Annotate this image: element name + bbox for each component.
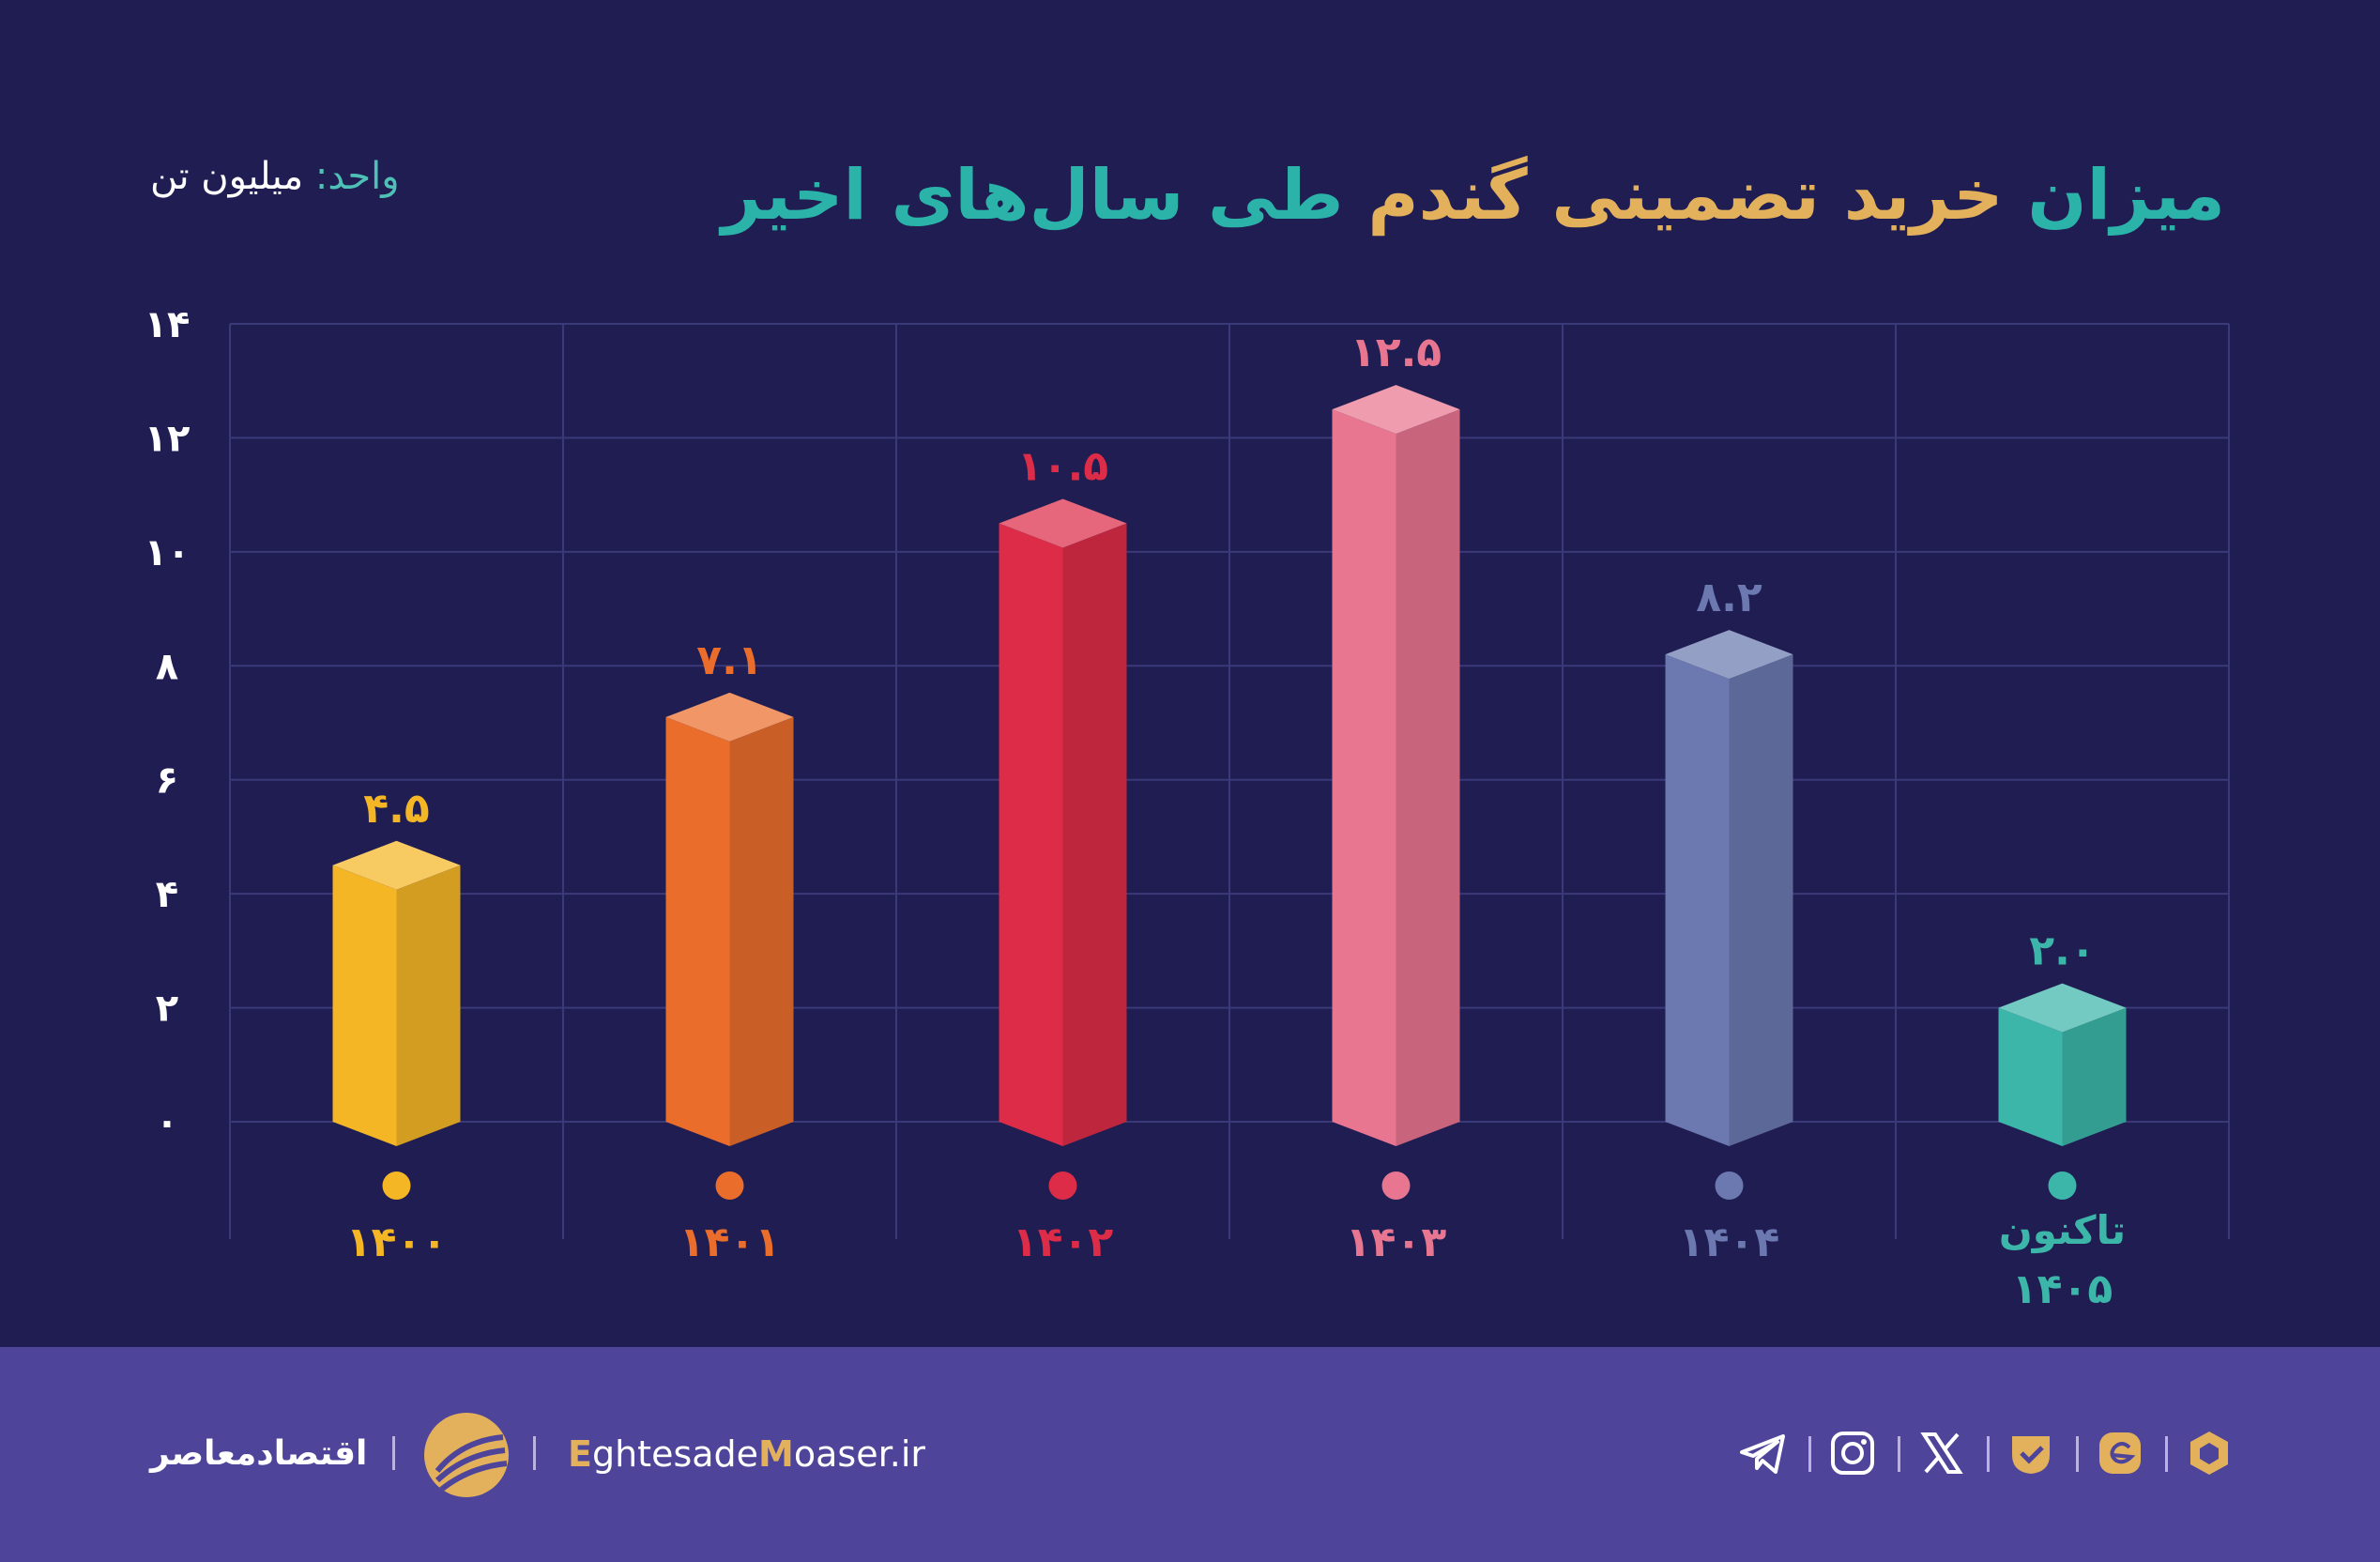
value-label: ۱۲.۵ [1350,329,1442,376]
divider [1808,1436,1811,1472]
bar-front [1998,1007,2063,1146]
y-tick-label: ۲ [156,988,178,1031]
x-tick-label: ۱۴۰۰ [346,1218,447,1266]
y-tick-label: ۰ [156,1101,178,1144]
eitaa-icon[interactable] [2094,1427,2146,1479]
x-tick-label: ۱۴۰۲ [1013,1218,1114,1266]
site-text-2: oaser [793,1433,890,1475]
y-tick-label: ۱۲ [145,417,191,460]
y-tick-label: ۶ [156,759,178,803]
bar [1332,385,1460,1147]
bar [332,840,461,1146]
bar-side [1396,409,1460,1147]
site-tld: .ir [889,1433,925,1475]
category-marker [2048,1172,2077,1200]
value-label: ۲.۰ [2029,927,2095,975]
site-text-1: ghtesade [591,1433,759,1475]
y-tick-label: ۴ [156,873,178,916]
unit-caption: واحد: [314,155,400,198]
bar-side [396,865,461,1146]
y-tick-label: ۸ [156,645,178,688]
bar-front [665,716,730,1146]
y-tick-label: ۱۰ [145,531,191,574]
category-marker [715,1172,744,1200]
bar-top [1998,983,2127,1033]
bar-side [1062,523,1127,1146]
bar [999,498,1127,1146]
category-prefix-label: تاکنون [1999,1207,2126,1254]
unit-value: میلیون تن [150,155,304,198]
x-tick-label: ۱۴۰۴ [1679,1218,1779,1266]
x-tick-label: ۱۴۰۱ [679,1218,780,1266]
brand-logo [424,1413,509,1497]
value-label: ۷.۱ [696,636,762,684]
bar-front [1665,654,1730,1146]
title-part-3: طی سال‌های اخیر [721,155,1344,236]
divider [533,1436,536,1470]
bale-icon[interactable] [2005,1427,2057,1479]
category-marker [382,1172,411,1200]
brand-name: اقتصادمعاصر [150,1434,368,1473]
footer-bar [0,1347,2380,1562]
divider [392,1436,395,1470]
x-tick-label: ۱۴۰۳ [1346,1218,1447,1266]
bar-side [2062,1007,2127,1146]
title-part-2: خرید تضمینی گندم [1367,155,2004,236]
value-label: ۱۰.۵ [1017,443,1108,491]
bar-top [665,692,794,742]
bar-chart: ۰ ۲ ۴ ۶ ۸ ۱۰ ۱۲ ۱۴ ۴.۵ ۱۴۰۰ ۷.۱ ۱۴۰۱ ۱۰.۵ ۱۴۰۲ ۱۲.۵ ۱۴۰… [145,303,2230,1313]
title-part-1: میزان [2027,155,2225,236]
site-letter-m: M [758,1433,794,1475]
divider [1898,1436,1900,1472]
unit-label: واحد: میلیون تن [150,155,400,198]
website-link[interactable]: EghtesadeMoaser.ir [568,1433,925,1475]
bar-front [999,523,1063,1146]
bar-top [1665,630,1793,680]
telegram-icon[interactable] [1736,1427,1789,1479]
y-tick-label: ۱۴ [145,303,191,346]
divider [2076,1436,2079,1472]
value-label: ۸.۲ [1696,574,1762,621]
value-label: ۴.۵ [363,785,429,833]
divider [2165,1436,2168,1472]
rubika-icon[interactable] [2183,1427,2235,1479]
divider [1987,1436,1990,1472]
bar [665,692,794,1146]
instagram-icon[interactable] [1826,1427,1879,1479]
x-icon[interactable] [1915,1427,1968,1479]
bar-side [729,716,794,1146]
category-marker [1381,1172,1411,1200]
chart-title: میزان خرید تضمینی گندم طی سال‌های اخیر [722,155,2225,236]
bar [1665,630,1793,1146]
bar [1998,983,2127,1146]
bar-top [1332,385,1460,435]
x-tick-label: ۱۴۰۵ [2012,1265,2113,1313]
category-marker [1048,1172,1077,1200]
bar-front [332,865,397,1146]
category-marker [1715,1172,1744,1200]
bar-side [1729,654,1793,1146]
bar-top [999,498,1127,548]
bar-front [1332,409,1396,1147]
bar-top [332,840,461,890]
site-letter-e: E [568,1433,592,1475]
